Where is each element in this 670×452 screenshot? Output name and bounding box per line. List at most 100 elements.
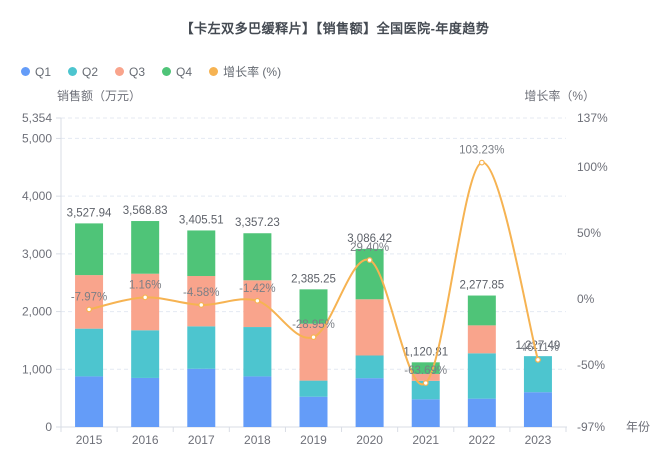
left-axis-tick-label: 2,000 <box>22 305 52 319</box>
legend-item-q3[interactable]: Q3 <box>115 65 145 79</box>
bar-total-label-2023: 1,227.49 <box>516 340 561 352</box>
legend-dot-icon <box>21 67 30 76</box>
x-tick-label-2019: 2019 <box>300 433 327 447</box>
legend-item-q1[interactable]: Q1 <box>21 65 51 79</box>
bar-segment-q1-2015[interactable] <box>75 376 104 427</box>
legend-item-label: Q4 <box>176 64 193 79</box>
bar-segment-q3-2020[interactable] <box>355 299 384 356</box>
left-axis-tick-label: 0 <box>45 420 52 434</box>
bar-segment-q3-2022[interactable] <box>467 325 496 354</box>
right-axis-tick-label: 137% <box>577 111 608 125</box>
growth-point-2021[interactable] <box>422 380 429 386</box>
bar-total-label-2020: 3,086.42 <box>347 233 392 245</box>
growth-label-2018: -1.42% <box>239 283 275 295</box>
x-tick-label-2016: 2016 <box>132 433 159 447</box>
bar-segment-q1-2023[interactable] <box>523 392 552 427</box>
growth-point-2022[interactable] <box>478 159 485 166</box>
bar-segment-q3-2016[interactable] <box>131 273 160 331</box>
right-axis-title: 增长率（%） <box>524 89 595 103</box>
right-axis-tick-label: -50% <box>577 358 605 372</box>
bar-segment-q2-2021[interactable] <box>411 380 440 400</box>
bar-segment-q4-2021[interactable] <box>411 362 440 374</box>
bar-segment-q4-2015[interactable] <box>75 223 104 276</box>
legend-item-label: 增长率 (%) <box>223 65 282 79</box>
x-tick-label-2018: 2018 <box>244 433 271 447</box>
left-axis-tick-label: 1,000 <box>22 362 52 376</box>
bar-total-label-2022: 2,277.85 <box>459 280 504 292</box>
bar-total-label-2015: 3,527.94 <box>67 207 112 219</box>
growth-point-2018[interactable] <box>254 297 261 304</box>
growth-label-2016: 1.16% <box>129 279 162 291</box>
bar-segment-q3-2021[interactable] <box>411 373 440 381</box>
bar-segment-q4-2022[interactable] <box>467 295 496 326</box>
bar-segment-q2-2016[interactable] <box>131 330 160 378</box>
bar-total-label-2018: 3,357.23 <box>235 217 280 229</box>
bar-segment-q1-2019[interactable] <box>299 396 328 427</box>
bar-segment-q1-2016[interactable] <box>131 377 160 427</box>
bar-segment-q2-2017[interactable] <box>187 326 216 369</box>
bar-segment-q1-2017[interactable] <box>187 368 216 427</box>
left-axis-tick-label: 4,000 <box>22 189 52 203</box>
growth-point-2020[interactable] <box>366 257 373 263</box>
legend-item-label: Q2 <box>82 64 99 79</box>
growth-point-2023[interactable] <box>535 356 541 363</box>
right-axis-tick-label: -97% <box>577 420 605 434</box>
x-tick-label-2015: 2015 <box>76 433 103 447</box>
growth-point-2017[interactable] <box>198 302 205 308</box>
left-axis-title: 销售额（万元） <box>57 89 142 103</box>
bar-segment-q1-2021[interactable] <box>411 399 440 427</box>
growth-label-2015: -7.97% <box>71 291 107 303</box>
growth-point-2019[interactable] <box>310 334 317 341</box>
right-axis-tick-label: 100% <box>577 160 608 174</box>
x-tick-label-2020: 2020 <box>356 433 383 447</box>
legend: Q1 Q2 Q3 Q4 增长率 (%) <box>21 63 281 80</box>
x-tick-label-2022: 2022 <box>468 433 495 447</box>
bar-segment-q4-2016[interactable] <box>131 221 160 274</box>
bar-segment-q2-2019[interactable] <box>299 380 328 397</box>
left-axis-tick-label: 5,354 <box>22 111 52 125</box>
growth-label-2020: 29.40% <box>350 242 389 254</box>
legend-dot-icon <box>162 67 172 76</box>
chart-title: 【卡左双多巴缓释片】【销售额】全国医院-年度趋势 <box>180 21 490 36</box>
bar-segment-q4-2017[interactable] <box>187 230 216 277</box>
bar-segment-q2-2022[interactable] <box>467 353 496 399</box>
legend-item-q4[interactable]: Q4 <box>162 65 192 79</box>
legend-item-growth-rate[interactable]: 增长率 (%) <box>209 63 281 80</box>
right-axis-tick-label: 0% <box>577 292 595 306</box>
growth-label-2021: -63.69% <box>404 365 447 377</box>
bar-segment-q3-2017[interactable] <box>187 276 216 327</box>
x-axis-title: 年份 <box>626 420 650 434</box>
bar-segment-q3-2019[interactable] <box>299 323 328 381</box>
growth-label-2017: -4.58% <box>183 287 219 299</box>
left-axis-tick-label: 5,000 <box>22 131 52 145</box>
growth-label-2023: -46.11% <box>517 342 559 354</box>
x-tick-label-2023: 2023 <box>525 433 552 447</box>
legend-dot-icon <box>115 67 125 76</box>
growth-point-2015[interactable] <box>86 306 92 313</box>
legend-item-label: Q1 <box>35 64 52 79</box>
bar-total-label-2017: 3,405.51 <box>179 214 224 226</box>
bar-segment-q3-2015[interactable] <box>75 275 104 329</box>
bar-total-label-2016: 3,568.83 <box>123 205 168 217</box>
x-tick-label-2021: 2021 <box>412 433 439 447</box>
legend-dot-icon <box>68 67 78 76</box>
bar-total-label-2019: 2,385.25 <box>291 273 336 285</box>
legend-dot-icon <box>209 67 219 76</box>
bar-segment-q2-2018[interactable] <box>243 327 272 377</box>
bar-segment-q2-2020[interactable] <box>355 355 384 379</box>
legend-item-q2[interactable]: Q2 <box>68 65 98 79</box>
left-axis-tick-label: 3,000 <box>22 247 52 261</box>
growth-point-2016[interactable] <box>142 294 149 301</box>
right-axis-tick-label: 50% <box>577 226 601 240</box>
bar-segment-q1-2020[interactable] <box>355 378 384 427</box>
bar-segment-q4-2019[interactable] <box>299 289 328 324</box>
bar-segment-q4-2018[interactable] <box>243 233 272 281</box>
bar-total-label-2021: 1,120.81 <box>403 346 448 358</box>
bar-segment-q1-2018[interactable] <box>243 376 272 427</box>
growth-label-2019: -28.95% <box>292 319 335 331</box>
growth-label-2022: 103.23% <box>459 145 504 157</box>
bar-segment-q2-2015[interactable] <box>75 328 104 377</box>
bar-segment-q1-2022[interactable] <box>467 398 496 427</box>
